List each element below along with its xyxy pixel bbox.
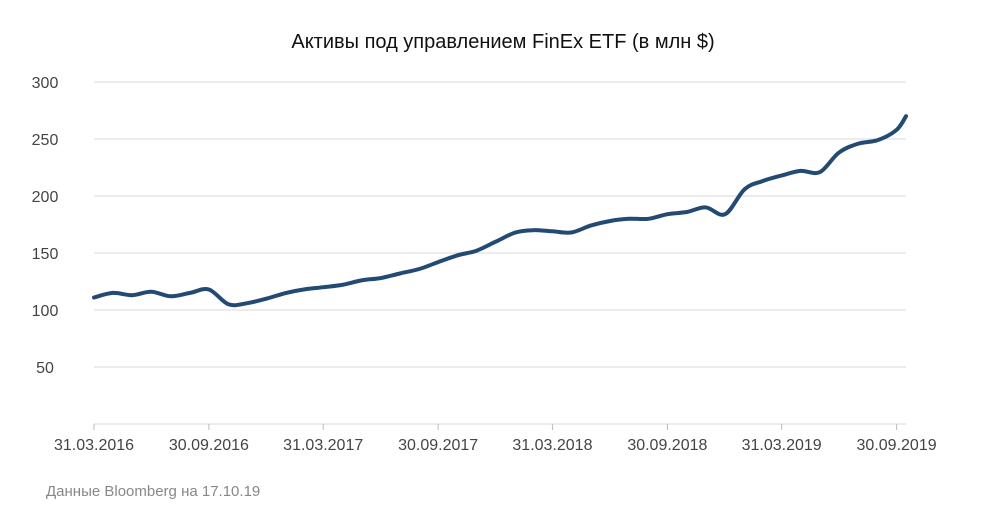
x-tick-label: 31.03.2016 <box>54 437 134 454</box>
x-axis-ticks: 31.03.2016 30.09.2016 31.03.2017 30.09.2017… <box>54 424 937 454</box>
y-axis-ticks: 50 100 150 200 250 300 <box>32 75 59 377</box>
gridlines <box>94 81 906 368</box>
chart-title: Активы под управлением FinEx ETF (в млн … <box>291 31 714 53</box>
x-tick-label: 30.09.2019 <box>857 437 937 454</box>
y-tick-label: 100 <box>32 303 59 320</box>
x-tick-label: 30.09.2016 <box>169 437 249 454</box>
x-tick-label: 31.03.2018 <box>512 437 592 454</box>
y-tick-label: 250 <box>32 132 59 149</box>
source-note: Данные Bloomberg на 17.10.19 <box>46 483 260 500</box>
x-tick-label: 31.03.2017 <box>283 437 363 454</box>
y-tick-label: 300 <box>32 75 59 92</box>
x-tick-label: 30.09.2018 <box>627 437 707 454</box>
y-tick-label: 50 <box>36 360 54 377</box>
series-line <box>92 114 908 308</box>
y-tick-label: 150 <box>32 246 59 263</box>
y-tick-label: 200 <box>32 189 59 206</box>
x-tick-label: 31.03.2019 <box>742 437 822 454</box>
x-tick-label: 30.09.2017 <box>398 437 478 454</box>
